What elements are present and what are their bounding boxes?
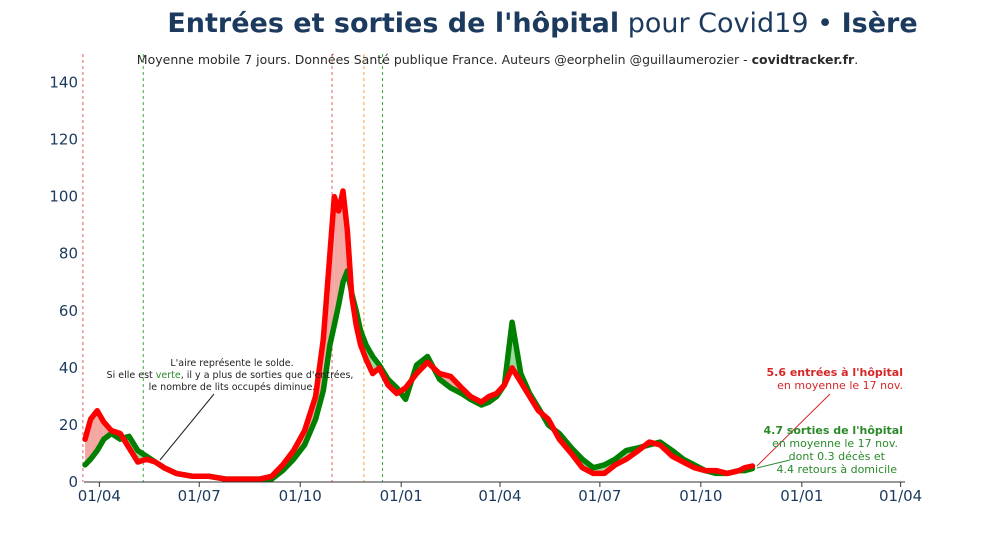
title-region: Isère: [841, 8, 918, 39]
balance-area-segment: [338, 190, 344, 306]
annotation-solde-line2: Si elle est verte, il y a plus de sortie…: [107, 370, 354, 381]
annotation-sorties-line3: dont 0.3 décès et: [789, 450, 886, 463]
annotation-solde-line3: le nombre de lits occupés diminue.: [149, 382, 316, 393]
series-line-entrées: [82, 188, 756, 482]
subtitle-text: Moyenne mobile 7 jours. Données Santé pu…: [136, 52, 752, 67]
y-tick-label: 80: [59, 245, 78, 263]
annotation-sorties: 4.7 sorties de l'hôpital en moyenne le 1…: [756, 424, 904, 476]
annotation-solde-line1: L'aire représente le solde.: [170, 358, 293, 369]
annotation-entrees-line1: 5.6 entrées à l'hôpital: [767, 366, 903, 379]
axes: 0 20 40 60 80 100 120 140 01/04 01/07 01/10 01/01 01…: [49, 74, 922, 505]
annotation-entrees-line2: en moyenne le 17 nov.: [777, 379, 903, 392]
x-tick-label: 01/04: [478, 487, 521, 505]
x-tick-label: 01/10: [679, 487, 722, 505]
annotation-entrees-arrow: [756, 393, 831, 467]
x-tick-label: 01/07: [178, 487, 221, 505]
subtitle-brand: covidtracker.fr: [751, 52, 855, 67]
title-main: Entrées et sorties de l'hôpital: [167, 8, 620, 39]
annotation-solde: L'aire représente le solde. Si elle est …: [107, 358, 354, 461]
y-tick-label: 60: [59, 302, 78, 320]
x-tick-label: 01/01: [380, 487, 423, 505]
y-tick-label: 120: [49, 131, 78, 149]
title-connector: pour Covid19 •: [619, 8, 842, 39]
balance-area-segment: [334, 196, 339, 326]
annotation-entrees: 5.6 entrées à l'hôpital en moyenne le 17…: [756, 366, 903, 467]
x-tick-label: 01/10: [279, 487, 322, 505]
annotation-sorties-arrow: [756, 459, 791, 469]
chart-subtitle: Moyenne mobile 7 jours. Données Santé pu…: [0, 52, 995, 67]
y-tick-label: 100: [49, 188, 78, 206]
annotation-solde-arrow: [159, 393, 215, 461]
y-tick-label: 20: [59, 416, 78, 434]
y-tick-label: 0: [68, 473, 78, 491]
annotation-sorties-line2: en moyenne le 17 nov.: [772, 437, 898, 450]
event-vlines: [82, 54, 384, 482]
x-tick-label: 01/01: [780, 487, 823, 505]
annotation-sorties-line1: 4.7 sorties de l'hôpital: [764, 424, 904, 437]
x-tick-label: 01/04: [879, 487, 922, 505]
subtitle-end: .: [854, 52, 859, 67]
y-tick-label: 40: [59, 359, 78, 377]
y-tick-label: 140: [49, 74, 78, 92]
x-tick-label: 01/04: [78, 487, 121, 505]
balance-area: [85, 190, 753, 480]
x-tick-label: 01/07: [578, 487, 621, 505]
annotation-solde-verte: verte: [156, 370, 181, 381]
series-lines: [82, 188, 756, 482]
chart-title: Entrées et sorties de l'hôpital pour Cov…: [0, 8, 995, 39]
annotation-sorties-line4: 4.4 retours à domicile: [777, 463, 898, 476]
